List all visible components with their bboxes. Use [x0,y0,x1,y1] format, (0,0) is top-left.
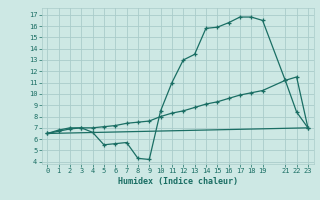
X-axis label: Humidex (Indice chaleur): Humidex (Indice chaleur) [118,177,237,186]
